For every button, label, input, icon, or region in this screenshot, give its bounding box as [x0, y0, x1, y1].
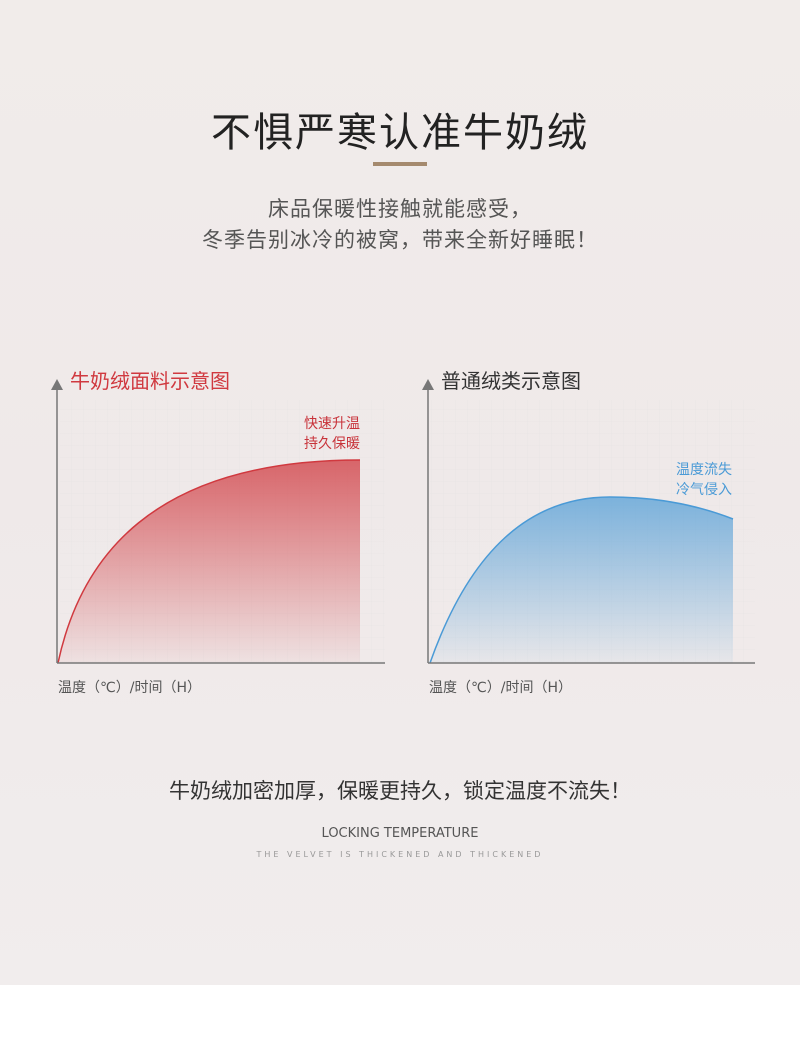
page-title: 不惧严寒认准牛奶绒: [211, 110, 589, 156]
english-title: LOCKING TEMPERATURE: [321, 826, 479, 841]
left-area: [58, 460, 360, 663]
english-subtitle: THE VELVET IS THICKENED AND THICKENED: [256, 850, 544, 859]
left-curve: [57, 459, 361, 664]
right-note-line-2: 冷气侵入: [676, 482, 732, 498]
right-axis-label: 温度（℃）/时间（H）: [429, 680, 572, 696]
left-note: 快速升温 持久保暖: [278, 414, 360, 454]
tagline: 牛奶绒加密加厚，保暖更持久，锁定温度不流失！: [169, 779, 631, 803]
right-area: [430, 497, 733, 663]
left-axes: [51, 379, 385, 664]
right-curve: [429, 496, 734, 664]
left-note-line-2: 持久保暖: [304, 436, 360, 452]
subtitle-line-1: 床品保暖性接触就能感受，: [268, 197, 532, 221]
subtitle-line-2: 冬季告别冰冷的被窝，带来全新好睡眠！: [202, 228, 598, 252]
left-chart-title: 牛奶绒面料示意图: [70, 369, 230, 393]
right-axes: [422, 379, 755, 664]
right-note-line-1: 温度流失: [676, 462, 732, 478]
left-axis-label: 温度（℃）/时间（H）: [58, 680, 201, 696]
right-chart-title: 普通绒类示意图: [441, 369, 581, 393]
left-note-line-1: 快速升温: [304, 416, 360, 432]
title-divider: [373, 162, 427, 166]
right-note: 温度流失 冷气侵入: [650, 460, 732, 500]
charts-graphic: [51, 379, 755, 664]
